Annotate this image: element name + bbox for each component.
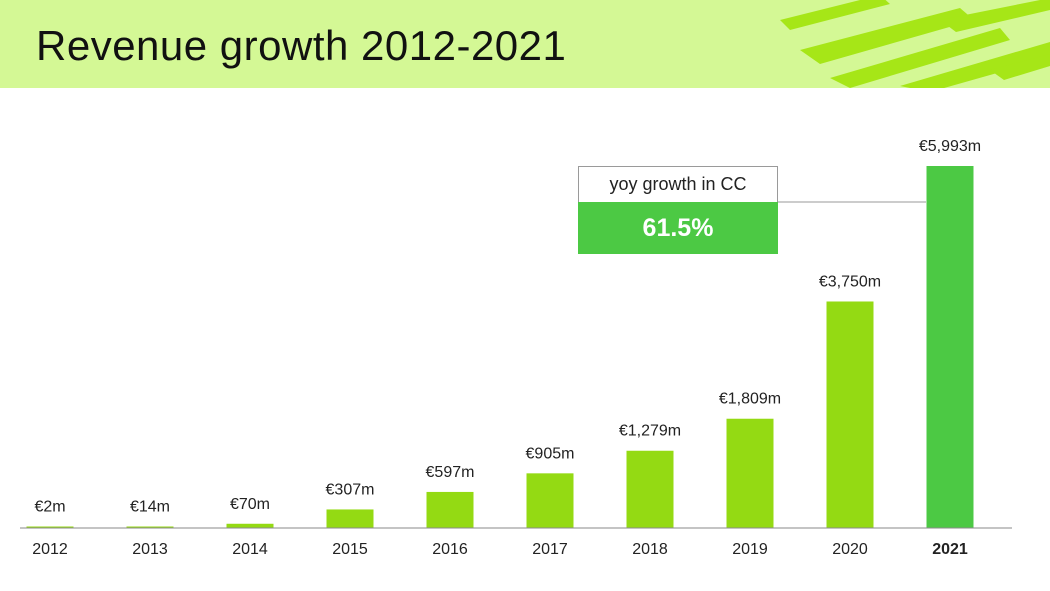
bar-2014 <box>226 523 274 528</box>
page-title: Revenue growth 2012-2021 <box>36 22 567 69</box>
value-label-2016: €597m <box>426 464 475 481</box>
tick-label-2016: 2016 <box>432 541 468 558</box>
bar-2020 <box>826 301 874 528</box>
value-label-2019: €1,809m <box>719 391 781 408</box>
tick-label-2019: 2019 <box>732 541 768 558</box>
callout-value: 61.5% <box>578 202 778 254</box>
tick-label-2014: 2014 <box>232 541 268 558</box>
value-label-2020: €3,750m <box>819 273 881 290</box>
tick-label-2018: 2018 <box>632 541 668 558</box>
bar-2016 <box>426 491 474 528</box>
callout-label: yoy growth in CC <box>578 166 778 202</box>
tick-label-2017: 2017 <box>532 541 568 558</box>
tick-label-2021: 2021 <box>932 541 968 558</box>
value-label-2021: €5,993m <box>919 138 981 155</box>
value-label-2012: €2m <box>34 499 65 516</box>
bar-2012 <box>26 526 74 528</box>
bar-2018 <box>626 450 674 528</box>
revenue-bar-chart: €2m 2012 €14m 2013 €70m 2014 €307m 2015 €597m 201… <box>20 138 1012 558</box>
tick-label-2012: 2012 <box>32 541 68 558</box>
value-label-2018: €1,279m <box>619 423 681 440</box>
tick-label-2013: 2013 <box>132 541 168 558</box>
tick-label-2015: 2015 <box>332 541 368 558</box>
bar-2019 <box>726 418 774 528</box>
bar-2015 <box>326 509 374 528</box>
value-label-2014: €70m <box>230 496 270 513</box>
bar-2021 <box>926 166 974 528</box>
bar-2013 <box>126 526 174 528</box>
growth-callout: yoy growth in CC 61.5% <box>578 166 778 254</box>
tick-label-2020: 2020 <box>832 541 868 558</box>
value-label-2013: €14m <box>130 499 170 516</box>
header-banner: Revenue growth 2012-2021 <box>0 0 1050 88</box>
value-label-2015: €307m <box>326 481 375 498</box>
stripes-decoration <box>780 0 1050 88</box>
bar-2017 <box>526 473 574 528</box>
value-label-2017: €905m <box>526 445 575 462</box>
